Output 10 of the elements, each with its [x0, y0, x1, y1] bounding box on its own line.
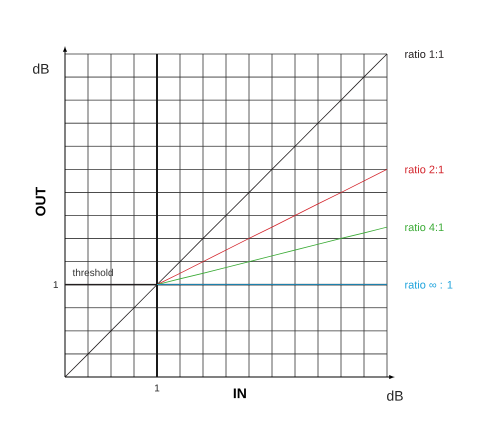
series-label: ratio 4:1: [405, 223, 444, 232]
y-axis-title: OUT: [36, 187, 46, 216]
series-label: ratio ∞ : 1: [405, 280, 452, 289]
text: 1: [154, 384, 160, 392]
x-axis-title: IN: [234, 388, 246, 398]
text: dB: [33, 64, 49, 74]
text: dB: [387, 390, 403, 401]
series-label: ratio 2:1: [405, 165, 444, 174]
series-label: ratio 1:1: [405, 50, 444, 58]
text: 1: [54, 281, 58, 288]
